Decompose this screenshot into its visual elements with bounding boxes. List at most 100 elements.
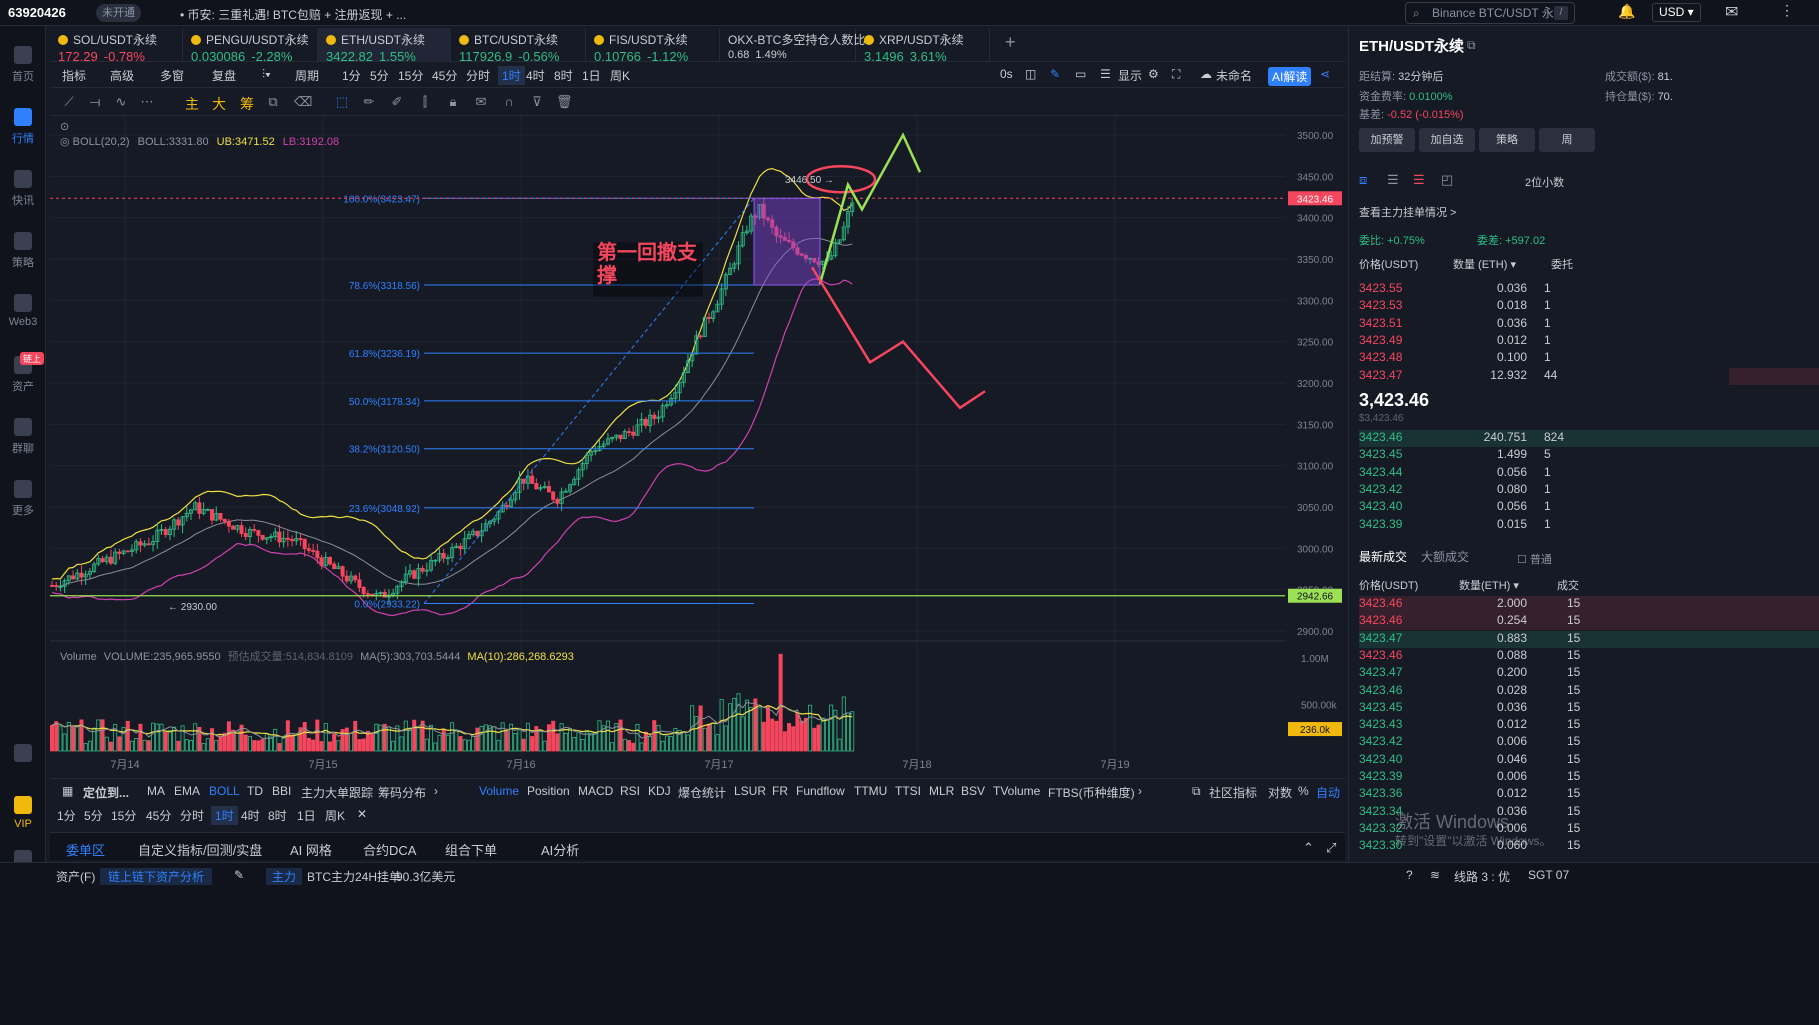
period-1d[interactable]: 1日	[582, 69, 601, 83]
trade-header-qty[interactable]: 数量(ETH) ▾	[1459, 580, 1519, 592]
ai-analyze-button[interactable]: AI解读	[1268, 67, 1312, 86]
period-1m[interactable]: 1分	[57, 809, 76, 823]
chips-button[interactable]: 筹	[240, 96, 254, 112]
log-scale-toggle[interactable]: 对数	[1268, 786, 1293, 800]
trade-row[interactable]: 3423.32 0.006 15	[1359, 821, 1819, 838]
sidebar-item-strategy[interactable]: 策略	[0, 232, 46, 270]
period-1h[interactable]: 1时	[498, 66, 525, 85]
depth-link[interactable]: 查看主力挂单情况 >	[1359, 207, 1457, 219]
period-15m[interactable]: 15分	[111, 809, 137, 823]
percent-toggle[interactable]: %	[1298, 784, 1309, 798]
edit-icon[interactable]: ✎	[234, 868, 245, 882]
locate-button[interactable]: 定位到...	[83, 786, 130, 800]
tab-large-trades[interactable]: 大额成交	[1421, 550, 1470, 564]
trade-row[interactable]: 3423.43 0.012 15	[1359, 717, 1819, 734]
sidebar-item-more[interactable]: 更多	[0, 480, 46, 518]
bid-row[interactable]: 3423.46 240.751 824	[1359, 430, 1819, 447]
currency-select[interactable]: USD ▾	[1652, 3, 1701, 22]
period-week[interactable]: 周K	[610, 69, 631, 83]
big-order-button[interactable]: 大	[212, 96, 226, 112]
indicator-ttmu[interactable]: TTMU	[854, 784, 888, 798]
add-tab-icon[interactable]: +	[1005, 32, 1016, 52]
sidebar-item-vip[interactable]: VIP	[0, 796, 46, 830]
period-timeline[interactable]: 分时	[180, 809, 205, 823]
indicator-ma[interactable]: MA	[147, 784, 165, 798]
trade-row[interactable]: 3423.39 0.006 15	[1359, 769, 1819, 786]
more-button[interactable]: 周	[1539, 128, 1595, 152]
period-8h[interactable]: 8时	[554, 69, 573, 83]
link-icon[interactable]: ⧉	[268, 94, 278, 109]
ask-row[interactable]: 3423.51 0.036 1	[1359, 316, 1819, 333]
period-1h[interactable]: 1时	[211, 806, 238, 825]
advanced-button[interactable]: 高级	[110, 69, 135, 83]
pen-icon[interactable]: ✎	[1050, 67, 1061, 81]
lock-icon[interactable]: 🔒︎	[449, 94, 457, 109]
indicator-bsv[interactable]: BSV	[961, 784, 986, 798]
bell-icon[interactable]: 🔔	[1618, 3, 1636, 19]
ask-row[interactable]: 3423.47 12.932 44	[1359, 367, 1819, 385]
ask-row[interactable]: 3423.55 0.036 1	[1359, 281, 1819, 298]
period-1m[interactable]: 1分	[342, 69, 361, 83]
ob-header-qty[interactable]: 数量 (ETH) ▾	[1453, 259, 1516, 271]
bid-row[interactable]: 3423.40 0.056 1	[1359, 499, 1819, 516]
indicator-bbi[interactable]: BBI	[272, 784, 292, 798]
indicator-kdj[interactable]: KDJ	[648, 784, 671, 798]
indicator-lsur[interactable]: LSUR	[734, 784, 767, 798]
bid-row[interactable]: 3423.39 0.015 1	[1359, 517, 1819, 534]
auto-scale-toggle[interactable]: 自动	[1316, 786, 1341, 800]
indicator-boll[interactable]: BOLL	[209, 784, 240, 798]
gear-icon[interactable]: ⚙	[1148, 67, 1159, 81]
period-timeline[interactable]: 分时	[466, 69, 491, 83]
user-id[interactable]: 63920426	[8, 5, 66, 20]
cloud-icon[interactable]: ☁	[1200, 67, 1212, 81]
display-button[interactable]: 显示	[1118, 69, 1143, 83]
indicator-volume[interactable]: Volume	[479, 784, 520, 798]
wave-tool-icon[interactable]: ∿	[115, 94, 127, 109]
decimals-select[interactable]: 2位小数	[1525, 177, 1565, 189]
indicator-ema[interactable]: EMA	[174, 784, 201, 798]
main-force-button[interactable]: 主	[185, 96, 199, 112]
period-45m[interactable]: 45分	[432, 69, 458, 83]
collapse-icon[interactable]: ⊙	[60, 121, 70, 133]
tab-custom-indicator[interactable]: 自定义指标/回测/实盘	[138, 843, 263, 858]
indicator-button[interactable]: 指标	[62, 69, 87, 83]
period-dropdown[interactable]: 周期	[295, 69, 320, 83]
add-watchlist-button[interactable]: 加自选	[1419, 128, 1475, 152]
trade-row[interactable]: 3423.47 0.200 15	[1359, 665, 1819, 682]
period-4h[interactable]: 4时	[526, 69, 545, 83]
bid-row[interactable]: 3423.44 0.056 1	[1359, 465, 1819, 482]
period-5m[interactable]: 5分	[370, 69, 389, 83]
news-ticker[interactable]: • 币安: 三重礼遇! BTC包赔 + 注册返现 + ...	[180, 8, 407, 22]
period-15m[interactable]: 15分	[398, 69, 424, 83]
replay-button[interactable]: 复盘	[212, 69, 237, 83]
sidebar-item-assets[interactable]: 链上 资产	[0, 352, 46, 394]
trade-row[interactable]: 3423.46 0.254 15	[1359, 613, 1819, 631]
eye-icon[interactable]: ◎	[60, 136, 70, 148]
share-icon[interactable]: ⋖	[1320, 67, 1331, 81]
orderbook-view-bids[interactable]: ☰	[1387, 172, 1399, 187]
trade-row[interactable]: 3423.36 0.012 15	[1359, 786, 1819, 803]
trade-row[interactable]: 3423.30 0.060 15	[1359, 838, 1819, 855]
indicator-chips[interactable]: 筹码分布	[378, 786, 427, 800]
indicator-macd[interactable]: MACD	[578, 784, 614, 798]
chevron-right-icon[interactable]: ›	[1138, 784, 1142, 798]
tab-ai-grid[interactable]: AI 网格	[290, 843, 332, 858]
marker-icon[interactable]: ✐	[391, 94, 403, 109]
indicator-main-force[interactable]: 主力大单跟踪	[301, 786, 374, 800]
indicator-liquidation[interactable]: 爆仓统计	[678, 786, 727, 800]
indicator-fundflow[interactable]: Fundflow	[796, 784, 845, 798]
note-icon[interactable]: ✉	[475, 94, 487, 109]
filter-icon[interactable]: ⊽	[532, 94, 542, 109]
list-icon[interactable]: ☰	[1100, 67, 1111, 81]
indicator-position[interactable]: Position	[527, 784, 570, 798]
tab-dca[interactable]: 合约DCA	[363, 843, 417, 858]
asset-label[interactable]: 资产(F)	[56, 870, 96, 884]
sidebar-item-chat[interactable]: 群聊	[0, 418, 46, 456]
bid-row[interactable]: 3423.45 1.499 5	[1359, 447, 1819, 464]
sidebar-item-home[interactable]: 首页	[0, 46, 46, 84]
chevron-right-icon[interactable]: ›	[434, 784, 438, 798]
indicator-fr[interactable]: FR	[772, 784, 788, 798]
tab-okx-ratio[interactable]: OKX-BTC多空持仓人数比 0.68 1.49%	[720, 28, 865, 61]
indicator-mlr[interactable]: MLR	[929, 784, 955, 798]
trade-row[interactable]: 3423.46 0.088 15	[1359, 648, 1819, 665]
